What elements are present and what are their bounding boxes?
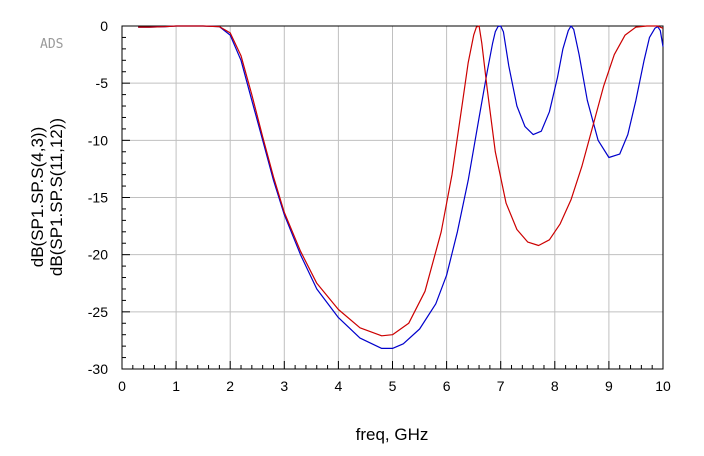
plot-grid (122, 26, 663, 369)
y-tick-labels: 0 -5 -10 -15 -20 -25 -30 (88, 18, 108, 377)
y-tick-label: -15 (88, 190, 108, 206)
ads-watermark: ADS (40, 37, 63, 52)
x-tick-label: 4 (335, 378, 343, 394)
legend: dB(SP1.SP.S(4,3)) dB(SP1.SP.S(11,12)) (28, 118, 66, 276)
x-tick-label: 6 (443, 378, 451, 394)
x-tick-label: 10 (655, 378, 671, 394)
y-tick-label: -30 (88, 361, 108, 377)
series-lines (138, 25, 664, 349)
x-tick-label: 9 (605, 378, 613, 394)
y-tick-label: -25 (88, 304, 108, 320)
x-tick-label: 1 (172, 378, 180, 394)
y-tick-label: -10 (88, 132, 108, 148)
x-axis-title: freq, GHz (356, 425, 429, 444)
axis-ticks (121, 25, 664, 370)
y-tick-label: 0 (100, 18, 108, 34)
x-tick-label: 5 (389, 378, 397, 394)
series-line-0 (138, 25, 664, 349)
x-tick-label: 0 (118, 378, 126, 394)
legend-series-s1112: dB(SP1.SP.S(11,12)) (47, 118, 66, 276)
x-tick-label: 7 (497, 378, 505, 394)
series-line-1 (138, 25, 664, 337)
x-tick-label: 2 (226, 378, 234, 394)
y-tick-label: -20 (88, 247, 108, 263)
x-tick-label: 3 (280, 378, 288, 394)
x-tick-labels: 0 1 2 3 4 5 6 7 8 9 10 (118, 378, 671, 394)
x-tick-label: 8 (551, 378, 559, 394)
legend-series-s43: dB(SP1.SP.S(4,3)) (28, 127, 47, 267)
y-tick-label: -5 (96, 75, 109, 91)
